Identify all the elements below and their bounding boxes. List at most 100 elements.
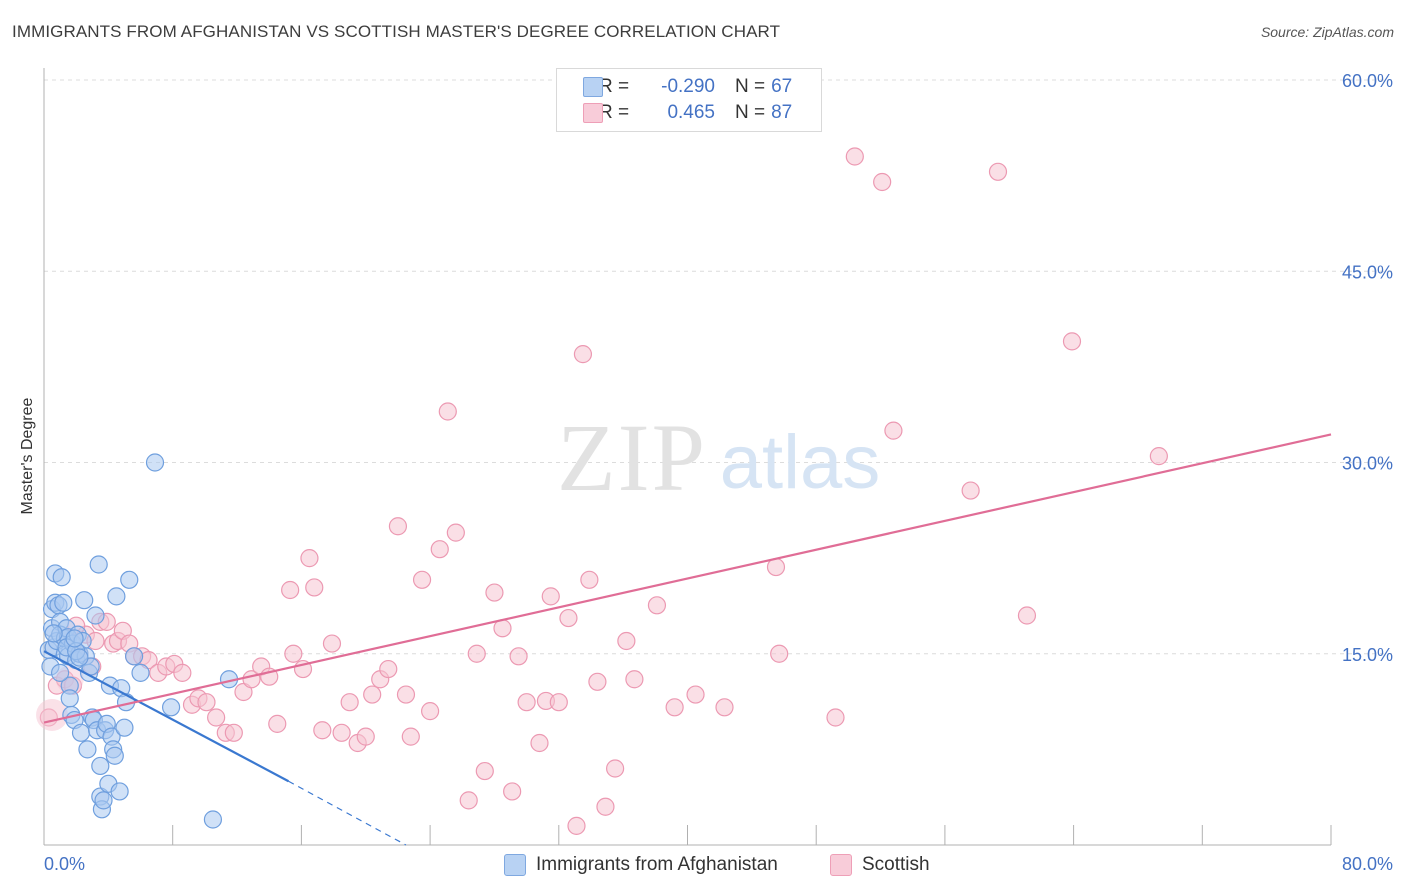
scatter-point-scottish xyxy=(606,759,625,778)
scatter-point-scottish xyxy=(300,549,319,568)
scatter-point-scottish xyxy=(396,685,416,704)
scatter-point-scottish xyxy=(503,782,522,801)
bottom-legend-item-scottish: Scottish xyxy=(830,852,930,878)
legend-r-value: -0.290 xyxy=(661,76,715,97)
scatter-point-scottish xyxy=(686,685,705,704)
y-tick-label: 45.0% xyxy=(1342,262,1393,282)
scatter-point-scottish xyxy=(1149,447,1168,466)
scatter-point-scottish xyxy=(647,596,667,615)
y-tick-label: 30.0% xyxy=(1342,454,1393,474)
scatter-point-scottish xyxy=(421,702,440,721)
scatter-point-scottish xyxy=(313,721,332,740)
bottom-legend-item-afghanistan: Immigrants from Afghanistan xyxy=(504,852,778,878)
gridlines xyxy=(44,79,1394,655)
scatter-point-scottish xyxy=(446,523,465,542)
bottom-legend-label-afghanistan: Immigrants from Afghanistan xyxy=(536,854,778,875)
legend-swatch-blue xyxy=(583,77,603,97)
scatter-point-scottish xyxy=(715,698,734,717)
scatter-point-afghanistan xyxy=(124,647,144,666)
scatter-point-scottish xyxy=(36,698,69,731)
x-tick-label: 0.0% xyxy=(44,854,85,874)
legend-r-label: R = xyxy=(599,76,630,97)
scatter-point-scottish xyxy=(567,816,586,835)
scatter-point-afghanistan xyxy=(71,723,91,742)
scatter-point-afghanistan xyxy=(44,624,63,643)
scatter-point-scottish xyxy=(826,708,845,727)
series-afghanistan xyxy=(39,453,239,829)
scatter-point-afghanistan xyxy=(105,746,124,765)
scatter-point-scottish xyxy=(412,570,432,589)
scatter-point-afghanistan xyxy=(54,593,73,612)
scatter-point-afghanistan xyxy=(131,663,150,682)
y-tick-label: 15.0% xyxy=(1342,645,1393,665)
scatter-point-scottish xyxy=(625,670,644,689)
scatter-point-scottish xyxy=(559,608,578,628)
scatter-point-scottish xyxy=(770,644,789,663)
scatter-point-afghanistan xyxy=(145,453,165,472)
scatter-point-scottish xyxy=(438,402,457,421)
scatter-point-scottish xyxy=(401,727,420,746)
scatter-point-afghanistan xyxy=(78,740,97,759)
scatter-point-scottish xyxy=(517,693,536,712)
scatter-point-scottish xyxy=(541,587,560,606)
watermark: ZIP atlas xyxy=(557,404,880,511)
legend-n-label: N = xyxy=(735,102,766,123)
bottom-legend-label-scottish: Scottish xyxy=(862,854,930,875)
bottom-legend-swatch-blue xyxy=(504,854,526,876)
legend-swatch-pink xyxy=(583,103,603,123)
scatter-point-afghanistan xyxy=(115,718,134,737)
scatter-point-scottish xyxy=(281,580,300,600)
scatter-point-afghanistan xyxy=(120,570,139,589)
scatter-point-scottish xyxy=(388,517,408,536)
scatter-point-scottish xyxy=(485,583,504,602)
legend-row-scottish: R = 0.465 N = 87 xyxy=(583,101,793,125)
legend-n-value: 67 xyxy=(771,76,793,97)
trend-line-afghanistan-extension xyxy=(288,780,407,846)
scatter-point-afghanistan xyxy=(91,756,110,776)
scatter-point-scottish xyxy=(224,723,243,742)
scatter-point-scottish xyxy=(475,761,494,781)
scatter-point-scottish xyxy=(173,663,192,682)
scatter-point-afghanistan xyxy=(161,698,181,717)
watermark-atlas: atlas xyxy=(720,420,881,505)
legend-r-label: R = xyxy=(599,102,630,123)
scatter-point-scottish xyxy=(988,162,1008,181)
scatter-point-scottish xyxy=(580,570,599,589)
tick-labels: 15.0% 30.0% 45.0% 60.0% 0.0% 80.0% xyxy=(44,71,1393,874)
trend-line-scottish xyxy=(43,433,1332,724)
bottom-legend: Immigrants from Afghanistan Scottish xyxy=(0,852,1406,878)
scatter-point-scottish xyxy=(665,698,684,717)
y-tick-label: 60.0% xyxy=(1342,71,1393,91)
scatter-point-scottish xyxy=(530,733,549,753)
scatter-point-scottish xyxy=(588,672,607,691)
legend: R = -0.290 N = 67 R = 0.465 N = 87 xyxy=(556,68,822,132)
scatter-point-scottish xyxy=(268,714,287,733)
scatter-point-scottish xyxy=(207,708,226,727)
scatter-point-scottish xyxy=(509,647,528,666)
scatter-point-afghanistan xyxy=(52,568,71,587)
bottom-legend-swatch-pink xyxy=(830,854,852,876)
scatter-point-scottish xyxy=(284,644,303,663)
scatter-point-afghanistan xyxy=(65,629,84,648)
scatter-point-scottish xyxy=(884,421,903,440)
scatter-point-scottish xyxy=(322,634,342,653)
scatter-point-scottish xyxy=(379,659,398,679)
scatter-point-scottish xyxy=(467,644,486,663)
scatter-point-scottish xyxy=(617,631,636,651)
scatter-point-scottish xyxy=(340,693,359,712)
scatter-point-afghanistan xyxy=(75,591,94,610)
scatter-point-afghanistan xyxy=(110,782,129,801)
scatter-point-scottish xyxy=(363,685,382,704)
chart-title: IMMIGRANTS FROM AFGHANISTAN VS SCOTTISH … xyxy=(12,22,781,41)
scatter-point-afghanistan xyxy=(60,689,79,708)
scatter-point-afghanistan xyxy=(70,648,89,667)
legend-row-afghanistan: R = -0.290 N = 67 xyxy=(583,75,793,99)
scatter-point-scottish xyxy=(305,578,324,597)
scatter-point-scottish xyxy=(430,540,449,559)
trend-lines xyxy=(43,433,1332,846)
scatter-point-scottish xyxy=(596,797,615,816)
legend-n-value: 87 xyxy=(771,102,793,123)
scatter-point-scottish xyxy=(1017,606,1037,625)
scatter-point-afghanistan xyxy=(203,810,223,829)
